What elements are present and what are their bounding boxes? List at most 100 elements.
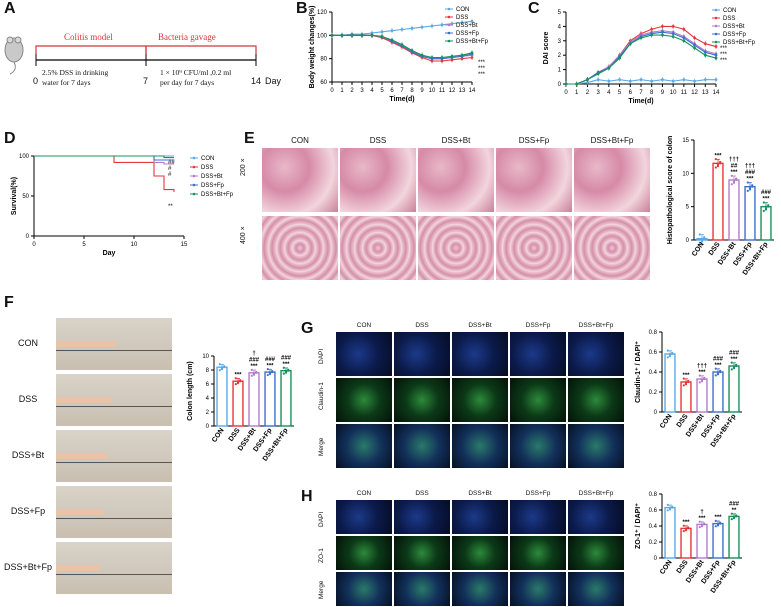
significance-label: † [700, 509, 703, 515]
significance-label: *** [682, 373, 690, 379]
legend-marker [447, 31, 451, 35]
fluorescence-image [336, 572, 392, 606]
data-point [671, 25, 675, 28]
significance-label: ### [249, 358, 260, 364]
y-tick-label: 0.8 [649, 492, 658, 498]
replicate-point [682, 524, 685, 527]
fluorescence-image [568, 572, 624, 606]
x-tick-label: 2 [586, 90, 590, 96]
replicate-point [682, 384, 685, 387]
y-tick-label: 0.6 [649, 350, 658, 356]
data-point [596, 72, 600, 76]
significance-label: *** [234, 372, 242, 378]
data-point [661, 33, 664, 37]
y-tick-label: 0.8 [649, 330, 658, 336]
row-label: 400 × [240, 226, 247, 244]
replicate-point [687, 380, 690, 384]
replicate-point [730, 512, 733, 515]
fluorescence-image [510, 536, 566, 570]
replicate-point [719, 522, 722, 525]
ruler-line [56, 462, 172, 463]
legend-marker [447, 23, 451, 27]
ruler-line [56, 406, 172, 407]
panel-label-h: H [301, 488, 313, 505]
fluorescence-image [510, 572, 566, 606]
significance-label: *** [714, 515, 722, 521]
y-tick-label: 0 [206, 424, 210, 430]
replicate-point [220, 368, 224, 371]
y-tick-label: 120 [317, 10, 328, 16]
data-point [420, 25, 424, 29]
replicate-point [703, 237, 706, 240]
replicate-point [250, 368, 253, 371]
legend-marker [192, 174, 196, 178]
column-header: CON [356, 490, 372, 497]
replicate-point [271, 371, 274, 374]
fluorescence-image [568, 332, 624, 376]
data-point [596, 78, 600, 82]
bar-DSS [680, 381, 692, 413]
legend-label: DSS+Fp [456, 31, 480, 37]
histology-image [496, 216, 572, 280]
ruler-line [56, 574, 172, 575]
data-point [714, 53, 718, 57]
x-axis-label: Day [103, 250, 116, 257]
significance-label: *** [746, 177, 754, 183]
x-tick-label: 7 [639, 90, 643, 96]
legend-label: DSS+Bt+Fp [723, 40, 756, 46]
replicate-point [730, 183, 733, 186]
replicate-point [735, 515, 738, 518]
data-point [714, 56, 718, 60]
column-header: DSS+Bt [468, 490, 492, 497]
x-axis-label: Time(d) [389, 96, 414, 103]
x-tick-label: DSS [228, 427, 242, 443]
replicate-point [687, 527, 690, 530]
timeline-diagram [4, 36, 257, 75]
data-point [650, 33, 654, 37]
legend-marker [714, 16, 718, 20]
replicate-point [730, 361, 733, 364]
replicate-point [218, 363, 221, 366]
significance-label: ### [729, 350, 740, 356]
bar-DSS [232, 380, 244, 427]
x-tick-label: 2 [350, 88, 354, 94]
y-tick-label: 10 [682, 171, 689, 177]
colon-tissue [56, 397, 112, 403]
y-tick-label: 10 [202, 354, 209, 360]
significance-label: ††† [729, 157, 739, 163]
data-point [440, 56, 444, 59]
replicate-point [684, 383, 688, 386]
y-tick-label: 0.4 [649, 370, 658, 376]
gavage-bracket [145, 45, 257, 54]
x-axis-label: Time(d) [628, 98, 653, 105]
bar-CON [664, 353, 676, 413]
x-tick-label: CON [659, 559, 674, 576]
y-tick-label: 3 [558, 39, 562, 45]
histology-image [340, 148, 416, 212]
column-header: DSS+Bt+Fp [590, 136, 634, 145]
y-tick-label: 50 [22, 194, 29, 200]
panel-label-f: F [4, 294, 14, 311]
panel-label-a: A [4, 0, 16, 17]
fluorescence-image [394, 378, 450, 422]
x-tick-label: 14 [469, 88, 476, 94]
y-axis-label: Survival(%) [11, 177, 18, 215]
significance-label: ## [168, 160, 175, 166]
replicate-point [666, 509, 669, 512]
significance-label: *** [720, 58, 728, 64]
bar-DSS+Fp [744, 185, 756, 241]
bar-DSS+Bt+Fp [760, 205, 772, 241]
x-tick-label: 3 [596, 90, 600, 96]
data-point [650, 79, 654, 83]
data-point [628, 79, 632, 83]
replicate-point [234, 383, 237, 386]
replicate-point [255, 371, 258, 374]
data-point [470, 19, 474, 23]
bar-DSS [712, 162, 724, 241]
x-tick-label: 3 [360, 88, 364, 94]
significance-label: *** [682, 520, 690, 526]
fluorescence-image [568, 378, 624, 422]
significance-label: *** [282, 362, 290, 368]
